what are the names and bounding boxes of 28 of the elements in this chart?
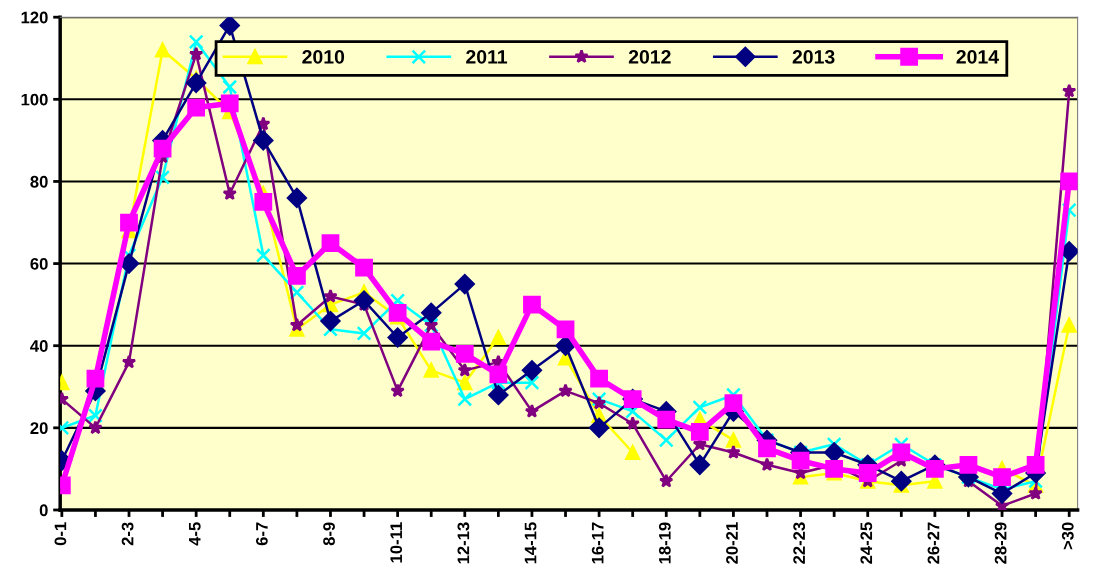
x-tick-label: 0-1 <box>54 522 67 546</box>
x-tick-label: 14-15 <box>524 522 537 564</box>
legend-label: 2011 <box>466 49 508 64</box>
legend-label: 2012 <box>628 49 671 64</box>
y-tick-label: 60 <box>30 257 48 270</box>
x-tick-label: 22-23 <box>793 522 806 564</box>
x-tick-label: 4-5 <box>189 522 201 546</box>
y-tick-label: 80 <box>30 175 48 188</box>
x-tick-label: >30 <box>1061 522 1074 550</box>
x-tick-label: 28-29 <box>994 522 1007 564</box>
y-tick-label: 0 <box>39 504 48 517</box>
x-tick-label: 8-9 <box>323 522 335 546</box>
y-tick-label: 20 <box>30 422 48 435</box>
y-tick-label: 40 <box>30 340 48 352</box>
x-tick-label: 18-19 <box>658 522 671 564</box>
legend-label: 2010 <box>302 49 345 64</box>
x-tick-label: 24-25 <box>860 522 873 564</box>
y-tick-label: 120 <box>21 11 48 24</box>
legend-label: 2014 <box>956 49 999 64</box>
legend-label: 2013 <box>792 49 835 64</box>
x-tick-label: 10-11 <box>390 522 403 563</box>
x-tick-label: 16-17 <box>591 522 604 564</box>
x-tick-label: 2-3 <box>121 522 134 546</box>
y-tick-label: 100 <box>21 93 48 106</box>
x-tick-label: 6-7 <box>255 522 268 546</box>
x-tick-label: 20-21 <box>726 522 738 564</box>
x-tick-label: 26-27 <box>927 522 940 564</box>
x-tick-label: 12-13 <box>457 522 470 564</box>
